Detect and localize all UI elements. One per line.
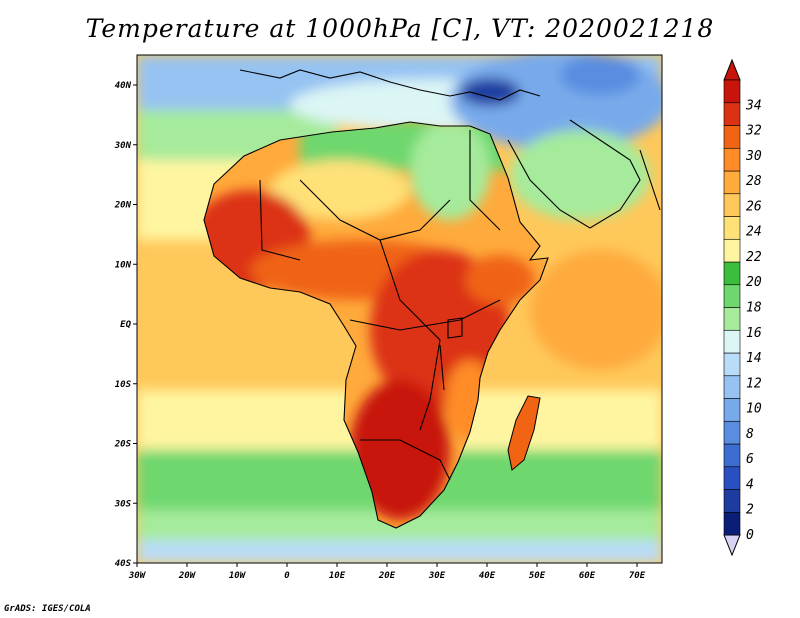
- lat-tick-label: 30S: [114, 499, 132, 509]
- credit-text: GrADS: IGES/COLA: [4, 604, 91, 614]
- lon-tick-label: 20W: [178, 571, 197, 581]
- colorbar-label: 30: [745, 149, 762, 164]
- colorbar-label: 14: [746, 351, 762, 366]
- border-4: [349, 299, 501, 331]
- colorbar-segment: [723, 125, 741, 149]
- lake-tanganyika: [439, 344, 445, 391]
- border-5: [360, 439, 451, 481]
- lat-tick-label: 40N: [115, 81, 132, 91]
- colorbar-label: 28: [746, 174, 762, 189]
- lat-tick-label: 10N: [115, 260, 132, 270]
- temperature-field: [137, 55, 662, 563]
- colorbar-segment: [723, 79, 741, 104]
- colorbar-label: 16: [746, 326, 762, 341]
- colorbar-label: 34: [745, 98, 762, 113]
- border-6: [469, 130, 501, 231]
- colorbar-label: 18: [746, 301, 762, 316]
- lon-tick-label: 50E: [529, 571, 546, 581]
- lon-tick-label: 40E: [479, 571, 496, 581]
- border-3: [379, 239, 441, 431]
- colorbar-segment: [723, 511, 741, 536]
- colorbar-segment: [723, 238, 741, 263]
- colorbar-segment: [723, 147, 741, 172]
- colorbar-label: 24: [746, 225, 762, 240]
- colorbar-label: 26: [746, 199, 762, 214]
- lon-tick-label: 10E: [329, 571, 346, 581]
- lat-tick-label: 10S: [115, 380, 132, 390]
- lat-axis: 40N 30N 20N 10N EQ 10S 20S 30S 40S: [114, 81, 137, 569]
- colorbar-label: 12: [746, 376, 762, 391]
- colorbar-segment: [723, 261, 741, 286]
- map-frame: [136, 54, 663, 564]
- colorbar-segment: [723, 170, 741, 195]
- colorbar-label: 10: [746, 402, 762, 417]
- colorbar-segment: [723, 352, 741, 377]
- colorbar-label: 20: [746, 275, 762, 290]
- lat-tick-label: 40S: [115, 559, 132, 569]
- iran-cold: [560, 55, 640, 95]
- colorbar-segment: [723, 466, 741, 490]
- lon-tick-label: 60E: [579, 571, 596, 581]
- colorbar-segment: [723, 489, 741, 513]
- colorbar-segment: [723, 443, 741, 468]
- europe-coast: [239, 69, 541, 101]
- colorbar-segment: [723, 398, 741, 422]
- border-2: [259, 179, 301, 261]
- lon-tick-label: 30W: [128, 571, 147, 581]
- colorbar-label: 4: [746, 477, 754, 492]
- lake-victoria: [447, 317, 463, 339]
- middle-east-very-cold: [460, 78, 520, 106]
- ocean-south-edge: [137, 540, 662, 563]
- indian-ocean-warm: [530, 250, 662, 370]
- arabia-cool: [510, 130, 650, 220]
- lat-tick-label: 20N: [114, 201, 132, 211]
- chart-title: Temperature at 1000hPa [C], VT: 20200212…: [85, 14, 715, 43]
- colorbar-segment: [723, 193, 741, 217]
- lon-tick-label: 30E: [428, 571, 446, 581]
- lon-axis: 30W 20W 10W 0 10E 20E 30E 40E 50E 60E 70E: [128, 563, 646, 581]
- colorbar-label: 22: [746, 250, 762, 265]
- colorbar-segment: [723, 284, 741, 308]
- colorbar-label: 32: [745, 124, 762, 139]
- horn-hot: [465, 255, 535, 305]
- colorbar-segment: [723, 102, 741, 126]
- sahara-mild: [270, 160, 410, 220]
- colorbar-segment: [723, 375, 741, 399]
- lon-tick-label: 0: [284, 571, 290, 581]
- madagascar: [507, 395, 541, 471]
- colorbar-segment: [723, 420, 741, 445]
- egypt-cool: [410, 122, 490, 220]
- lon-tick-label: 70E: [629, 571, 646, 581]
- colorbar-segment: [723, 216, 741, 240]
- colorbar-over-triangle: [723, 58, 741, 81]
- lat-tick-label: EQ: [120, 320, 131, 330]
- colorbar-label: 0: [746, 528, 754, 543]
- colorbar-segment: [723, 307, 741, 331]
- lat-tick-label: 30N: [114, 141, 132, 151]
- india-coast: [639, 149, 661, 211]
- coastlines: [203, 69, 661, 529]
- colorbar-segment: [723, 329, 741, 354]
- lon-tick-label: 20E: [378, 571, 396, 581]
- colorbar-label: 6: [746, 452, 754, 467]
- colorbar-label: 8: [746, 427, 754, 442]
- lat-tick-label: 20S: [114, 440, 132, 450]
- colorbar-label: 2: [746, 503, 754, 518]
- colorbar-under-triangle: [723, 534, 741, 557]
- lon-tick-label: 10W: [229, 571, 247, 581]
- arabia-coast: [507, 119, 641, 229]
